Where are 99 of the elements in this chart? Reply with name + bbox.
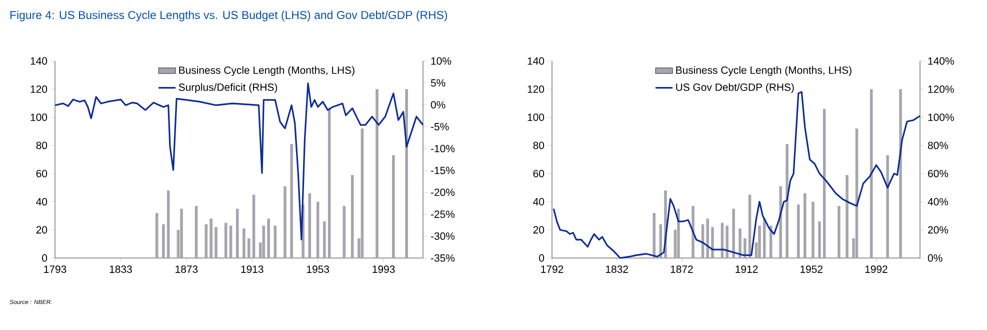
y2-tick-label: 0%	[430, 101, 446, 108]
bar	[405, 89, 408, 258]
legend-label: Business Cycle Length (Months, LHS)	[179, 66, 354, 76]
y-tick-label: 40	[36, 198, 48, 206]
x-tick-label: 1832	[606, 266, 628, 273]
bar	[247, 238, 250, 258]
x-tick-label: 1912	[736, 266, 758, 273]
y2-tick-label: -15%	[430, 166, 455, 174]
bar	[236, 208, 239, 258]
bar	[726, 226, 728, 258]
bar	[779, 186, 782, 258]
y2-tick-label: 40%	[928, 198, 948, 206]
y2-tick-label: 80%	[928, 142, 948, 150]
bar	[870, 89, 873, 258]
bar	[818, 221, 821, 258]
y-tick-label: 60	[36, 170, 48, 178]
bar	[738, 228, 742, 258]
bar	[210, 218, 212, 258]
bar	[267, 218, 270, 258]
y-tick-label: 80	[36, 142, 48, 150]
bar	[758, 226, 761, 258]
bar	[899, 89, 902, 258]
y-tick-label: 140	[30, 57, 48, 65]
bar	[166, 190, 170, 258]
bar	[316, 202, 320, 258]
x-tick-label: 1993	[372, 266, 395, 273]
y2-tick-label: 5%	[430, 79, 446, 87]
bar	[162, 224, 165, 258]
x-tick-label: 1793	[44, 266, 66, 273]
bar	[229, 226, 232, 258]
y-tick-label: 0	[42, 254, 48, 262]
bar	[262, 226, 266, 258]
x-tick-label: 1953	[307, 266, 330, 273]
y2-tick-label: -20%	[430, 188, 455, 196]
bar	[812, 202, 814, 258]
bar	[763, 218, 766, 258]
legend-label: US Gov Debt/GDP (RHS)	[676, 83, 794, 93]
y-tick-label: 100	[528, 114, 544, 121]
y2-tick-label: 60%	[928, 170, 948, 178]
y-tick-label: 20	[533, 226, 544, 234]
y2-tick-label: -30%	[430, 232, 455, 240]
bar	[786, 144, 788, 258]
y2-tick-label: 20%	[928, 226, 948, 234]
legend-label: Business Cycle Length (Months, LHS)	[676, 66, 852, 76]
y2-tick-label: 140%	[928, 57, 954, 65]
bar	[744, 238, 746, 258]
bar	[180, 208, 183, 258]
y2-tick-label: 0%	[928, 254, 942, 262]
legend-label: Surplus/Deficit (RHS)	[178, 83, 278, 93]
x-tick-label: 1833	[110, 266, 132, 273]
bar	[886, 155, 889, 258]
bar	[350, 174, 354, 258]
bar	[392, 155, 395, 258]
bar	[376, 89, 378, 258]
bar	[242, 228, 246, 258]
y2-tick-label: 120%	[928, 85, 954, 93]
bar	[797, 204, 800, 258]
x-tick-label: 1913	[241, 266, 264, 273]
y2-tick-label: -25%	[430, 210, 455, 218]
x-tick-label: 1872	[670, 266, 693, 273]
bar	[838, 206, 840, 258]
x-tick-label: 1792	[541, 266, 564, 273]
y-tick-label: 100	[30, 114, 48, 121]
x-tick-label: 1992	[865, 266, 888, 273]
y-tick-label: 60	[533, 170, 544, 178]
bar	[328, 108, 331, 258]
bar	[224, 222, 228, 258]
y2-tick-label: 100%	[928, 114, 954, 121]
y-tick-label: 120	[30, 85, 48, 93]
bar	[804, 193, 806, 258]
bar	[274, 226, 277, 258]
y-tick-label: 80	[533, 142, 544, 150]
bar	[252, 194, 256, 258]
bar	[846, 174, 848, 258]
bar	[323, 221, 326, 258]
y-tick-label: 0	[539, 254, 544, 262]
y-tick-label: 120	[528, 85, 544, 93]
x-tick-label: 1952	[800, 266, 822, 273]
bar	[360, 128, 364, 258]
chart-title: Figure 4: US Business Cycle Lengths vs. US Budget (LHS) and Gov Debt/GDP (RHS)	[10, 10, 448, 22]
line-series	[54, 82, 424, 240]
bar	[155, 212, 158, 258]
bar	[711, 227, 714, 258]
y-tick-label: 20	[36, 226, 48, 234]
y2-tick-label: -35%	[430, 254, 455, 262]
bar	[677, 208, 680, 258]
bar	[732, 208, 735, 258]
bar	[214, 227, 218, 258]
bar	[692, 206, 694, 258]
y2-tick-label: -10%	[430, 144, 455, 152]
bar	[204, 224, 208, 258]
bar	[290, 144, 293, 258]
bar	[284, 186, 286, 258]
y-tick-label: 40	[533, 198, 544, 206]
y2-tick-label: -5%	[430, 122, 449, 130]
bar	[659, 224, 662, 258]
y2-tick-label: 10%	[431, 57, 452, 65]
x-tick-label: 1873	[176, 266, 198, 273]
y-tick-label: 140	[528, 57, 544, 65]
